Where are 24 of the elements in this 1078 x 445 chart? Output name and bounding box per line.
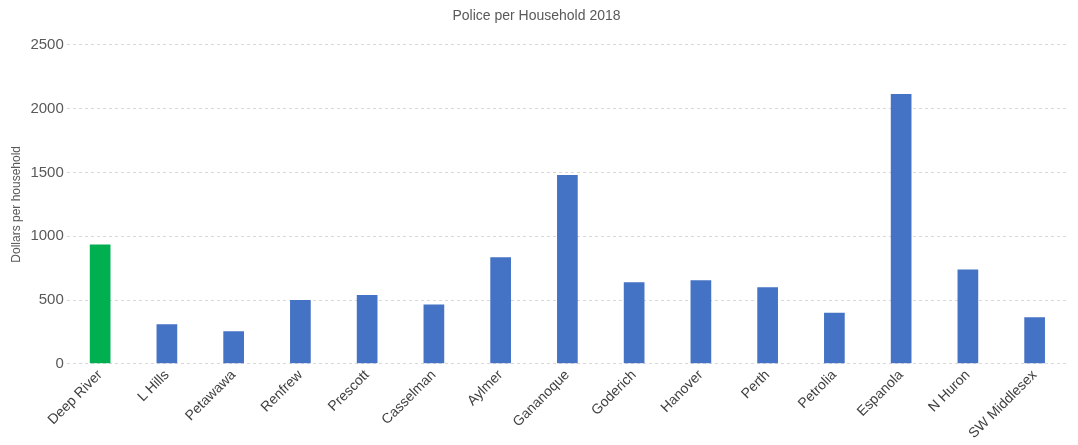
bar bbox=[490, 257, 511, 364]
y-tick-label: 500 bbox=[38, 290, 64, 308]
bar bbox=[423, 304, 445, 364]
y-tick-label: 0 bbox=[55, 354, 64, 371]
y-tick-label: 2000 bbox=[30, 98, 64, 116]
bar bbox=[623, 282, 645, 364]
y-axis-title: Dollars per household bbox=[8, 145, 23, 263]
bar bbox=[690, 280, 712, 364]
bar bbox=[223, 331, 244, 364]
bar bbox=[290, 300, 311, 364]
bar bbox=[1024, 317, 1045, 364]
y-tick-label: 1500 bbox=[30, 162, 64, 180]
bar bbox=[89, 244, 111, 364]
bar bbox=[757, 287, 778, 364]
y-tick-label: 2500 bbox=[30, 34, 64, 52]
bar bbox=[824, 312, 845, 364]
bar bbox=[890, 93, 912, 364]
y-tick-label: 1000 bbox=[30, 226, 64, 244]
chart-title: Police per Household 2018 bbox=[452, 7, 621, 24]
bar bbox=[156, 324, 178, 364]
bar bbox=[356, 294, 378, 364]
bar bbox=[557, 174, 578, 364]
x-tick-label: L Hills bbox=[133, 366, 172, 405]
bar bbox=[957, 269, 979, 364]
